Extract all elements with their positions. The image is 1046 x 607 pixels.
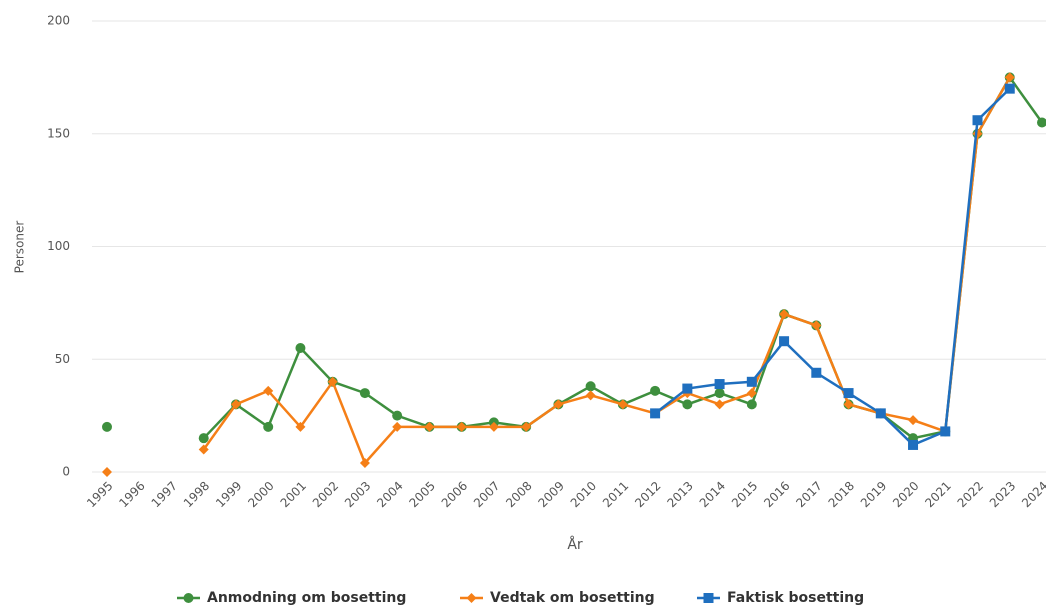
marker — [521, 421, 532, 432]
marker — [585, 390, 596, 401]
marker — [295, 421, 306, 432]
series-line — [654, 87, 1011, 447]
x-tick-label: 2001 — [278, 479, 309, 510]
x-tick-label: 2023 — [987, 479, 1018, 510]
marker — [650, 408, 661, 419]
marker — [392, 421, 403, 432]
x-tick-label: 2003 — [342, 479, 373, 510]
marker — [1037, 117, 1046, 128]
x-tick-label: 1998 — [181, 479, 212, 510]
series-line — [202, 76, 1011, 466]
marker — [746, 388, 757, 399]
y-tick-label: 100 — [47, 239, 70, 253]
x-tick-label: 2008 — [503, 479, 534, 510]
y-tick-label: 50 — [55, 352, 70, 366]
x-tick-label: 2011 — [600, 479, 631, 510]
legend-text: Anmodning om bosetting — [207, 590, 406, 606]
marker — [392, 410, 403, 421]
x-tick-label: 1997 — [149, 479, 180, 510]
marker — [424, 421, 435, 432]
x-tick-label: 2015 — [729, 479, 760, 510]
y-tick-label: 200 — [47, 14, 70, 28]
marker — [682, 399, 693, 410]
marker — [553, 399, 564, 410]
x-tick-label: 2010 — [568, 479, 599, 510]
marker — [198, 444, 209, 455]
x-tick-label: 2009 — [535, 479, 566, 510]
marker — [359, 388, 370, 399]
marker — [811, 367, 822, 378]
marker — [488, 421, 499, 432]
y-tick-label: 0 — [62, 465, 70, 479]
x-tick-label: 2013 — [664, 479, 695, 510]
marker — [456, 421, 467, 432]
x-tick-label: 2021 — [922, 479, 953, 510]
marker — [714, 379, 725, 390]
x-tick-label: 2019 — [858, 479, 889, 510]
marker — [295, 342, 306, 353]
marker — [198, 433, 209, 444]
x-tick-label: 1995 — [84, 479, 115, 510]
x-tick-label: 2006 — [439, 479, 470, 510]
marker — [327, 376, 338, 387]
x-tick-label: 2018 — [826, 479, 857, 510]
marker — [940, 426, 951, 437]
x-axis-label: År — [567, 536, 583, 553]
legend-item: Faktisk bosetting — [697, 590, 864, 606]
y-tick-label: 150 — [47, 126, 70, 140]
marker — [703, 593, 714, 603]
x-tick-label: 2024 — [1019, 479, 1046, 510]
x-tick-label: 2004 — [374, 479, 405, 510]
legend-item: Vedtak om bosetting — [460, 590, 655, 606]
x-tick-label: 1999 — [213, 479, 244, 510]
marker — [779, 309, 790, 320]
x-tick-label: 2000 — [245, 479, 276, 510]
marker — [843, 388, 854, 399]
x-tick-label: 2007 — [471, 479, 502, 510]
marker — [263, 421, 274, 432]
marker — [682, 383, 693, 394]
marker — [714, 399, 725, 410]
marker — [811, 320, 822, 331]
legend-text: Faktisk bosetting — [727, 590, 864, 606]
marker — [102, 467, 112, 477]
marker — [746, 399, 757, 410]
x-tick-label: 2022 — [955, 479, 986, 510]
marker — [972, 115, 983, 126]
x-tick-label: 2014 — [697, 479, 728, 510]
marker — [585, 381, 596, 392]
marker — [466, 593, 477, 603]
marker — [617, 399, 628, 410]
legend-text: Vedtak om bosetting — [490, 590, 655, 606]
x-tick-label: 1996 — [116, 479, 147, 510]
marker — [102, 421, 112, 432]
marker — [843, 399, 854, 410]
marker — [263, 385, 274, 396]
marker — [746, 376, 757, 387]
marker — [1004, 83, 1015, 94]
x-tick-label: 2002 — [310, 479, 341, 510]
marker — [908, 415, 919, 426]
marker — [1004, 72, 1015, 83]
marker — [650, 385, 661, 396]
x-tick-label: 2005 — [407, 479, 438, 510]
x-tick-label: 2017 — [793, 479, 824, 510]
marker — [779, 336, 790, 347]
y-axis-label: Personer — [13, 221, 27, 274]
marker — [908, 439, 919, 450]
x-tick-label: 2016 — [761, 479, 792, 510]
marker — [359, 457, 370, 468]
marker — [714, 388, 725, 399]
marker — [183, 593, 194, 603]
x-tick-label: 2012 — [632, 479, 663, 510]
marker — [230, 399, 241, 410]
legend-item: Anmodning om bosetting — [177, 590, 406, 606]
marker — [875, 408, 886, 419]
x-tick-label: 2020 — [890, 479, 921, 510]
